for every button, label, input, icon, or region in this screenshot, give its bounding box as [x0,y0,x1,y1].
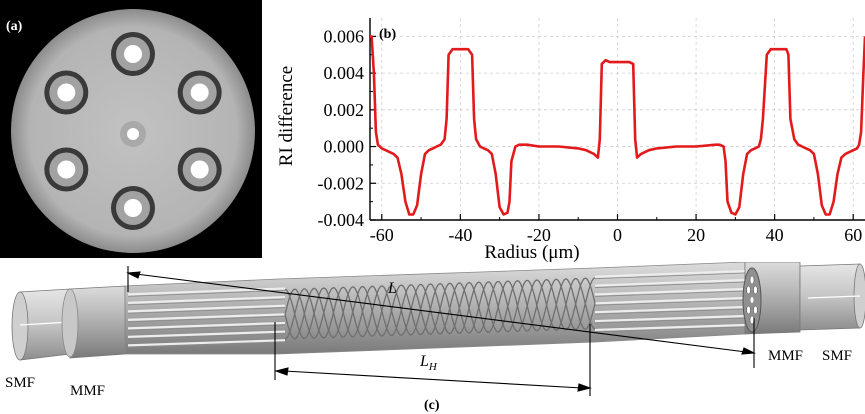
mmf-right-label: MMF [768,348,803,364]
x-tick-label: 0 [613,225,622,245]
x-tick-label: -40 [448,225,472,245]
outer-core-4 [111,186,155,230]
helical-core-line [284,278,596,339]
straight-core-line [594,314,746,323]
straight-core-shadow [594,308,746,315]
y-tick-label: -0.004 [318,210,365,230]
panel-a-label: (a) [6,19,23,34]
endface-core [753,285,758,295]
x-tick-label: -20 [527,225,551,245]
y-axis-label: RI difference [276,66,297,166]
smf-left-label: SMF [5,375,35,391]
smf-left-section [11,288,71,361]
chart-tick-labels: -60 -40 -20 0 20 40 60 -0.004 -0.002 0.000 0.002 0.… [318,26,863,245]
straight-core-shadow [594,290,746,297]
outer-core-6 [44,70,89,115]
length-lh-dimension [274,322,592,396]
mmf-left-label: MMF [70,383,105,399]
straight-core-shadow [127,298,286,306]
panel-c-label: (c) [424,398,440,413]
x-tick-label: -60 [370,225,394,245]
straight-core-shadow [127,333,286,340]
straight-core-shadow [594,281,746,288]
straight-core-line [127,339,286,347]
endface-core [749,315,755,325]
smf-right-section [799,263,865,331]
outer-core-2 [177,70,222,115]
straight-core-shadow [594,317,746,324]
x-tick-label: 60 [844,225,862,245]
straight-core-shadow [594,326,746,333]
panel-b-label: (b) [379,27,396,42]
outer-core-3 [177,147,222,192]
y-tick-label: 0.006 [324,26,365,46]
length-l-dimension [125,266,757,368]
outer-core-5 [44,147,89,192]
x-tick-label: 40 [766,225,784,245]
endface-center-core [750,297,754,303]
endface-core [753,305,758,315]
straight-core-line [127,304,286,313]
x-tick-label: 20 [687,225,705,245]
x-axis-label: Radius (μm) [484,242,579,262]
panel-b-ri-profile-chart: -60 -40 -20 0 20 40 60 -0.004 -0.002 0.000 0.002 0.… [276,18,865,262]
endface-core [746,305,751,315]
y-tick-label: 0.002 [324,100,365,120]
y-tick-label: -0.002 [318,173,365,193]
straight-core-line [594,269,746,278]
straight-core-line [594,296,746,305]
length-l-label: L [387,280,397,297]
center-core [120,121,146,147]
straight-core-line [594,278,746,287]
y-tick-label: 0.004 [324,63,365,83]
endface-core [749,275,755,285]
straight-core-shadow [127,307,286,314]
straight-core-shadow [594,299,746,306]
outer-core-1 [111,32,155,76]
length-lh-label: LH [419,353,438,373]
smf-right-label: SMF [822,348,852,364]
straight-core-line [127,321,286,330]
multicore-end-face [742,267,762,333]
straight-core-line [127,330,286,338]
straight-core-shadow [594,272,746,280]
straight-core-line [594,287,746,296]
mmf-left-section [61,285,126,359]
straight-core-line [594,323,746,332]
panel-a-cross-section: (a) [0,0,262,258]
straight-cores [127,269,746,348]
endface-core [746,285,751,295]
straight-core-shadow [127,324,286,331]
straight-core-line [594,305,746,314]
straight-core-shadow [127,341,286,348]
series-line-ri-difference [370,35,865,216]
y-tick-label: 0.000 [324,137,365,157]
straight-core-shadow [127,315,286,323]
straight-core-line [127,295,286,304]
straight-core-line [127,313,286,321]
helical-core-line [284,277,596,340]
panel-c-device-schematic: L LH SMF MMF MMF SMF (c) [5,262,865,413]
straight-core-shadow [127,290,286,297]
